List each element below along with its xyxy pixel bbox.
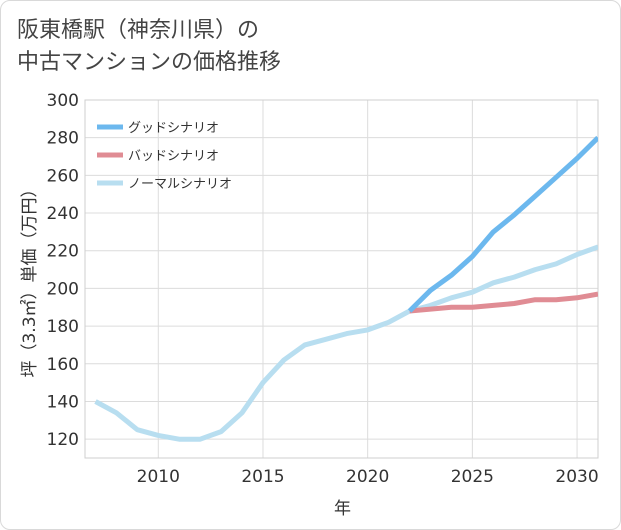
y-tick-label: 140 — [47, 392, 79, 412]
chart-title-line-2: 中古マンションの価格推移 — [17, 50, 282, 75]
series-line-good — [407, 135, 598, 313]
legend-label: バッドシナリオ — [128, 149, 219, 164]
x-tick-label: 2020 — [346, 467, 389, 487]
grid-layer — [85, 99, 598, 458]
series-layer — [94, 135, 598, 442]
y-tick-label: 200 — [47, 279, 79, 299]
x-tick-label: 2010 — [137, 467, 180, 487]
y-tick-label: 260 — [47, 166, 79, 186]
legend-label: ノーマルシナリオ — [128, 177, 232, 192]
x-tick-label: 2025 — [451, 467, 494, 487]
chart-title: 阪東橋駅（神奈川県）の 中古マンションの価格推移 — [17, 15, 281, 79]
plot-area-border — [84, 99, 599, 459]
legend-item-good: グッドシナリオ — [97, 121, 219, 136]
series-line-normal — [94, 244, 598, 442]
y-tick-label: 220 — [47, 242, 79, 262]
x-axis-title: 年 — [334, 499, 351, 519]
chart-title-line-1: 阪東橋駅（神奈川県）の — [17, 18, 260, 43]
x-tick-label: 2030 — [555, 467, 598, 487]
y-tick-label: 180 — [47, 317, 79, 337]
axis-labels: 120 140 160 180 200 220 240 260 280 300 2010 2015 20… — [20, 91, 599, 519]
y-tick-label: 120 — [47, 430, 79, 450]
y-tick-label: 160 — [47, 355, 79, 375]
y-axis-title: 坪（3.3㎡）単価（万円） — [20, 180, 40, 377]
legend-item-normal: ノーマルシナリオ — [97, 177, 232, 192]
y-tick-label: 300 — [47, 91, 79, 111]
series-line-bad — [409, 291, 598, 314]
y-tick-label: 280 — [47, 129, 79, 149]
legend-item-bad: バッドシナリオ — [97, 149, 219, 164]
legend-label: グッドシナリオ — [128, 121, 219, 136]
y-tick-label: 240 — [47, 204, 79, 224]
x-tick-label: 2015 — [241, 467, 284, 487]
plot-border — [84, 99, 599, 459]
